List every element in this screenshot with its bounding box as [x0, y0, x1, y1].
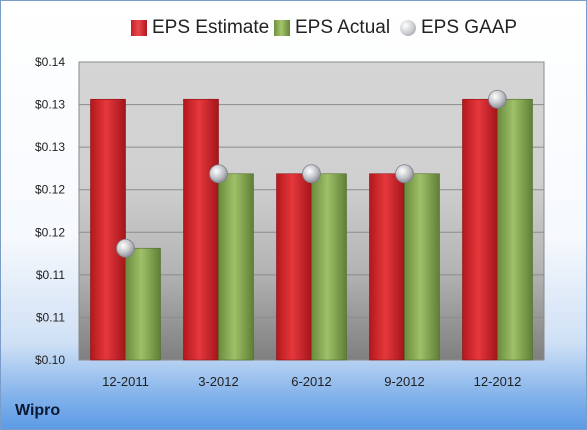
- legend-item-gaap: EPS GAAP: [400, 17, 517, 39]
- y-tick-label: $0.11: [36, 310, 65, 324]
- y-tick-label: $0.12: [35, 225, 65, 239]
- legend-label-gaap: EPS GAAP: [421, 17, 518, 38]
- gaap-marker: [488, 89, 507, 109]
- bar-eps-estimate: [276, 173, 312, 361]
- x-tick-label: 12-2012: [474, 374, 522, 389]
- legend-swatch-estimate: [131, 20, 147, 36]
- bar-eps-estimate: [462, 98, 498, 361]
- x-tick-label: 9-2012: [384, 374, 424, 389]
- gaap-markers: [116, 89, 507, 258]
- company-name: Wipro: [15, 402, 61, 419]
- legend-label-actual: EPS Actual: [295, 17, 391, 38]
- gaap-marker: [395, 164, 414, 184]
- y-axis-labels: $0.10 $0.11 $0.11 $0.12 $0.12 $0.13 $0.13 $0.14: [35, 55, 65, 367]
- legend: EPS Estimate EPS Actual EPS GAAP: [1, 17, 586, 43]
- bar-eps-actual: [404, 173, 440, 361]
- bar-eps-actual: [497, 98, 533, 361]
- bar-eps-actual: [311, 173, 347, 361]
- x-tick-label: 3-2012: [198, 374, 238, 389]
- legend-item-actual: EPS Actual: [274, 17, 390, 39]
- legend-marker-gaap: [400, 20, 416, 36]
- bar-eps-actual: [218, 173, 254, 361]
- x-axis-labels: 12-2011 3-2012 6-2012 9-2012 12-2012: [102, 374, 521, 389]
- gaap-marker: [302, 164, 321, 184]
- x-tick-label: 12-2011: [102, 374, 149, 389]
- bar-eps-estimate: [183, 98, 219, 361]
- y-tick-label: $0.10: [35, 353, 65, 367]
- bar-eps-actual: [125, 247, 161, 361]
- legend-swatch-actual: [274, 20, 290, 36]
- y-tick-label: $0.13: [35, 98, 65, 112]
- legend-label-estimate: EPS Estimate: [152, 17, 270, 38]
- y-tick-label: $0.13: [35, 140, 65, 154]
- bar-eps-estimate: [369, 173, 405, 361]
- bar-eps-estimate: [90, 98, 126, 361]
- y-tick-label: $0.14: [35, 55, 65, 69]
- bars: [90, 98, 533, 361]
- y-tick-label: $0.11: [36, 268, 65, 282]
- legend-item-estimate: EPS Estimate: [131, 17, 269, 39]
- gaap-marker: [209, 164, 228, 184]
- y-tick-label: $0.12: [35, 183, 65, 197]
- gaap-marker: [116, 238, 135, 258]
- x-tick-label: 6-2012: [291, 374, 331, 389]
